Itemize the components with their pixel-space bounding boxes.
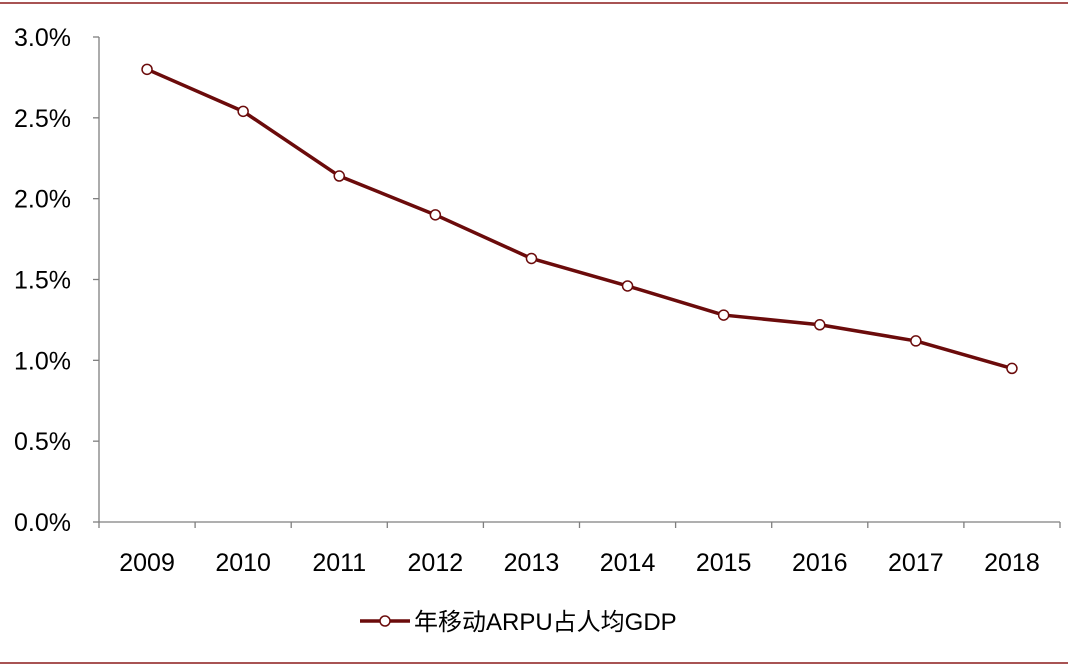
y-tick-label: 3.0% — [14, 24, 71, 52]
y-tick-label: 0.5% — [14, 428, 71, 456]
data-point — [525, 252, 538, 265]
series-group — [141, 63, 1018, 375]
x-tick-label: 2016 — [792, 549, 848, 577]
data-point — [333, 170, 345, 182]
data-point — [1006, 362, 1018, 375]
y-tick-label: 0.0% — [14, 509, 71, 537]
x-tick-label: 2011 — [312, 549, 366, 577]
x-tick-label: 2012 — [408, 549, 464, 577]
y-axis: 0.0% 0.5% 1.0% 1.5% 2.0% 2.5% 3.0% — [14, 24, 100, 537]
data-point — [237, 105, 249, 118]
legend: 年移动ARPU占人均GDP — [360, 609, 677, 636]
x-tick-label: 2009 — [119, 549, 175, 577]
x-tick-label: 2014 — [600, 549, 656, 577]
x-tick-label: 2010 — [215, 549, 271, 577]
series-line — [145, 67, 1014, 371]
x-tick-label: 2017 — [888, 549, 944, 577]
data-point — [141, 63, 153, 76]
data-point — [621, 280, 634, 292]
y-tick-label: 2.5% — [14, 105, 71, 133]
x-tick-label: 2013 — [504, 549, 560, 577]
data-point — [814, 319, 826, 331]
legend-label: 年移动ARPU占人均GDP — [414, 609, 677, 636]
y-tick-label: 1.5% — [14, 267, 71, 295]
data-point — [717, 309, 730, 321]
x-axis: 2009 2010 2011 2012 2013 2014 2015 2016 2017 2018 — [98, 521, 1061, 577]
y-tick-label: 1.0% — [14, 347, 71, 375]
x-tick-label: 2018 — [984, 549, 1040, 577]
data-point — [429, 209, 442, 221]
y-tick-label: 2.0% — [14, 186, 71, 214]
data-point — [910, 335, 922, 347]
legend-marker-swatch — [379, 615, 391, 627]
x-tick-label: 2015 — [696, 549, 752, 577]
